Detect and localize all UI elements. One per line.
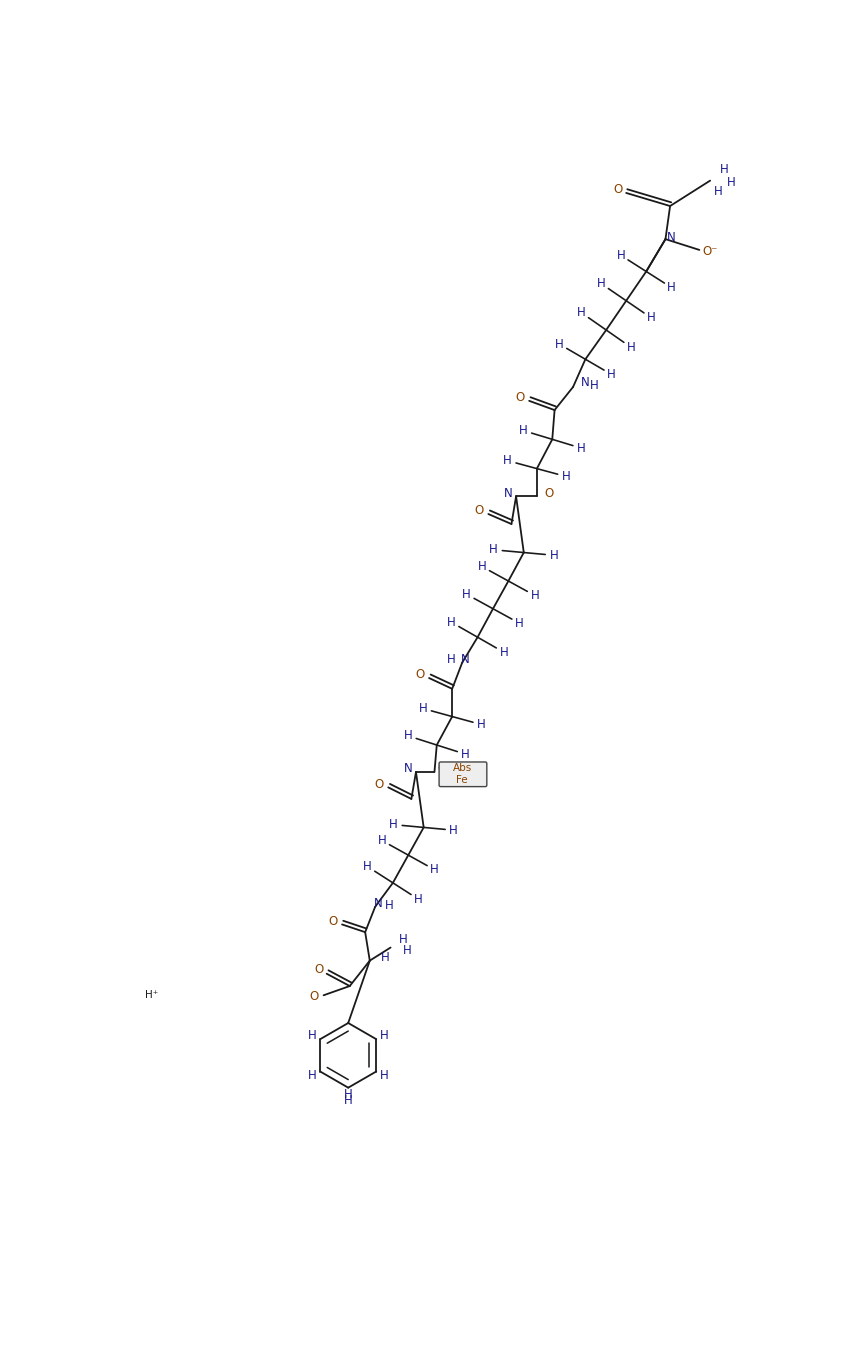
Text: H: H (515, 617, 524, 630)
Text: H: H (519, 424, 527, 436)
Text: N: N (581, 376, 590, 389)
Text: H: H (461, 747, 470, 761)
Text: H: H (714, 186, 722, 198)
Text: H: H (503, 454, 512, 468)
Text: H: H (478, 561, 486, 573)
Text: H: H (430, 863, 439, 876)
Text: O: O (375, 777, 384, 791)
Text: O: O (474, 505, 484, 517)
Text: H: H (647, 311, 655, 325)
Text: N: N (667, 231, 676, 244)
Text: H: H (403, 944, 411, 958)
Text: H: H (447, 615, 456, 629)
Text: H: H (414, 892, 423, 906)
Text: H: H (377, 833, 387, 847)
Text: H: H (597, 277, 606, 291)
Text: H: H (531, 589, 539, 602)
Text: H: H (344, 1094, 352, 1106)
Text: H: H (720, 164, 728, 176)
Text: O: O (614, 183, 623, 196)
FancyBboxPatch shape (439, 762, 487, 787)
Text: H: H (385, 899, 393, 911)
Text: O: O (310, 990, 319, 1004)
Text: N: N (374, 898, 382, 910)
Text: O⁻: O⁻ (437, 762, 453, 775)
Text: H: H (389, 818, 398, 831)
Text: H: H (550, 548, 558, 562)
Text: H: H (449, 824, 458, 836)
Text: H: H (404, 730, 412, 742)
Text: H: H (418, 702, 428, 715)
Text: H: H (308, 1028, 317, 1042)
Text: O: O (515, 391, 525, 404)
Text: H⁺: H⁺ (145, 990, 159, 1000)
Text: H: H (462, 588, 471, 600)
Text: H: H (562, 471, 570, 483)
Text: N: N (404, 762, 412, 775)
Text: Abs
Fe: Abs Fe (453, 764, 472, 786)
Text: H: H (576, 442, 586, 454)
Text: H: H (577, 307, 586, 319)
Text: O: O (328, 915, 338, 928)
Text: H: H (344, 1088, 352, 1101)
Text: H: H (447, 653, 456, 666)
Text: O: O (314, 963, 324, 975)
Text: H: H (477, 717, 485, 731)
Text: H: H (363, 861, 372, 873)
Text: N: N (461, 653, 470, 666)
Text: H: H (499, 645, 509, 659)
Text: H: H (617, 248, 625, 262)
Text: H: H (399, 933, 407, 947)
Text: H: H (381, 951, 390, 964)
Text: H: H (607, 368, 616, 381)
Text: H: H (308, 1069, 317, 1082)
Text: H: H (626, 341, 636, 353)
Text: H: H (728, 176, 736, 188)
Text: O⁻: O⁻ (703, 246, 718, 258)
Text: H: H (380, 1028, 388, 1042)
Text: O: O (415, 668, 424, 682)
Text: H: H (380, 1069, 388, 1082)
Text: H: H (490, 543, 498, 557)
Text: H: H (555, 338, 564, 351)
Text: H: H (667, 281, 676, 295)
Text: O: O (545, 487, 554, 499)
Text: N: N (504, 487, 513, 499)
Text: H: H (590, 379, 599, 391)
